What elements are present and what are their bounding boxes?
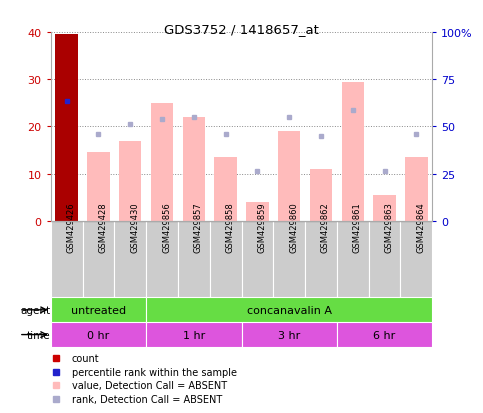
Bar xyxy=(146,323,242,347)
Bar xyxy=(278,132,300,221)
Text: GSM429426: GSM429426 xyxy=(67,202,76,253)
Bar xyxy=(146,221,178,298)
Bar xyxy=(246,202,269,221)
Text: value, Detection Call = ABSENT: value, Detection Call = ABSENT xyxy=(71,380,227,390)
Text: GSM429430: GSM429430 xyxy=(130,202,139,253)
Bar xyxy=(369,221,400,298)
Bar xyxy=(337,323,432,347)
Text: GSM429428: GSM429428 xyxy=(99,202,107,253)
Text: 0 hr: 0 hr xyxy=(87,330,110,340)
Bar xyxy=(305,221,337,298)
Text: GSM429861: GSM429861 xyxy=(353,202,362,253)
Text: 3 hr: 3 hr xyxy=(278,330,300,340)
Bar xyxy=(178,221,210,298)
Text: GSM429860: GSM429860 xyxy=(289,202,298,253)
Bar xyxy=(119,141,142,221)
Text: GSM429863: GSM429863 xyxy=(384,202,394,253)
Text: rank, Detection Call = ABSENT: rank, Detection Call = ABSENT xyxy=(71,394,222,404)
Bar xyxy=(146,298,432,323)
Bar xyxy=(51,298,146,323)
Bar xyxy=(51,323,146,347)
Bar xyxy=(83,221,114,298)
Bar xyxy=(114,221,146,298)
Text: time: time xyxy=(27,330,51,340)
Text: count: count xyxy=(71,353,99,363)
Text: GSM429862: GSM429862 xyxy=(321,202,330,253)
Bar xyxy=(51,221,83,298)
Text: GDS3752 / 1418657_at: GDS3752 / 1418657_at xyxy=(164,23,319,36)
Bar xyxy=(273,221,305,298)
Bar xyxy=(242,221,273,298)
Text: 1 hr: 1 hr xyxy=(183,330,205,340)
Bar xyxy=(151,104,173,221)
Text: agent: agent xyxy=(21,305,51,315)
Text: GSM429864: GSM429864 xyxy=(416,202,426,253)
Bar xyxy=(310,169,332,221)
Bar xyxy=(56,36,78,221)
Bar xyxy=(183,118,205,221)
Text: GSM429858: GSM429858 xyxy=(226,202,235,253)
Text: concanavalin A: concanavalin A xyxy=(247,305,332,315)
Bar xyxy=(405,158,427,221)
Bar xyxy=(341,83,364,221)
Text: GSM429859: GSM429859 xyxy=(257,202,267,253)
Text: percentile rank within the sample: percentile rank within the sample xyxy=(71,367,237,377)
Bar xyxy=(210,221,242,298)
Text: GSM429856: GSM429856 xyxy=(162,202,171,253)
Bar xyxy=(373,195,396,221)
Text: 6 hr: 6 hr xyxy=(373,330,396,340)
Bar xyxy=(242,323,337,347)
Bar xyxy=(214,158,237,221)
Bar xyxy=(87,153,110,221)
Bar xyxy=(400,221,432,298)
Text: untreated: untreated xyxy=(71,305,126,315)
Bar xyxy=(337,221,369,298)
Text: GSM429857: GSM429857 xyxy=(194,202,203,253)
